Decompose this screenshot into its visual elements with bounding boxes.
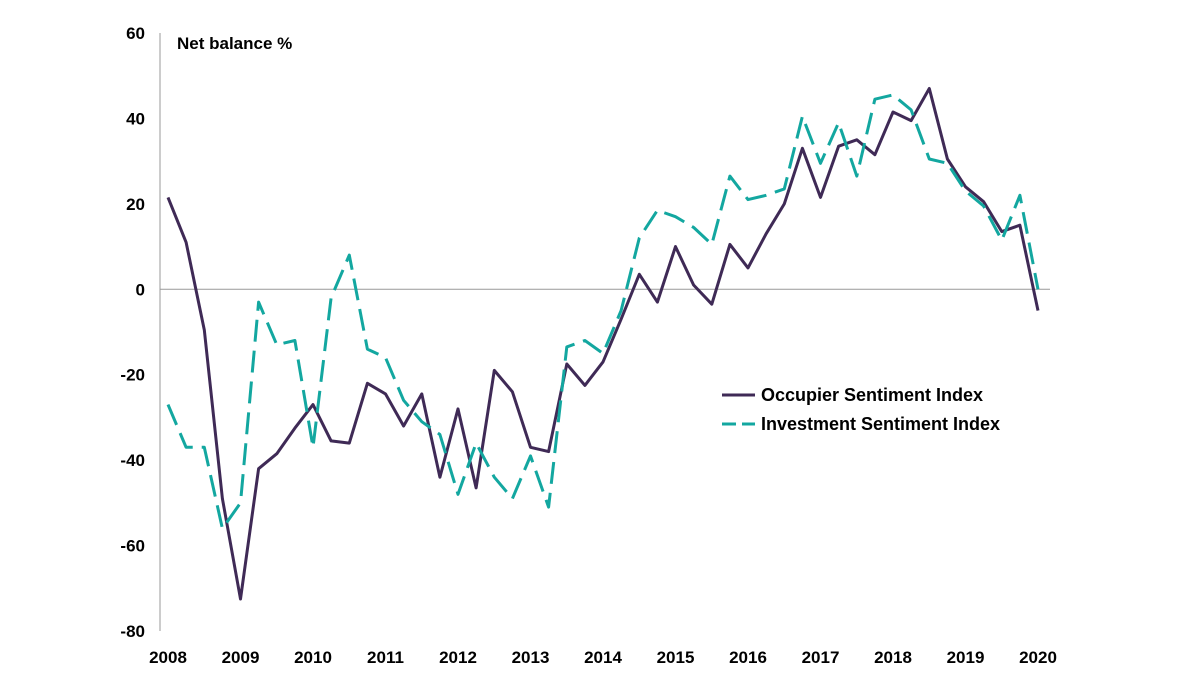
y-tick-label: 40 [126, 109, 145, 128]
x-tick-label: 2008 [149, 648, 187, 667]
y-tick-label: 20 [126, 195, 145, 214]
x-tick-label: 2015 [657, 648, 695, 667]
series-line-occupier [166, 87, 1040, 601]
x-tick-label: 2017 [802, 648, 840, 667]
y-tick-labels: 60 40 20 0 -20 -40 -60 -80 [120, 24, 145, 641]
x-tick-label: 2012 [439, 648, 477, 667]
chart-axes [159, 33, 1050, 631]
x-tick-labels: 2008 2009 2010 2011 2012 2013 2014 2015 2016 2017… [149, 648, 1057, 667]
y-tick-label: -80 [120, 622, 145, 641]
y-tick-label: -40 [120, 451, 145, 470]
x-tick-label: 2010 [294, 648, 332, 667]
x-tick-label: 2009 [222, 648, 260, 667]
x-tick-label: 2020 [1019, 648, 1057, 667]
x-tick-label: 2019 [947, 648, 985, 667]
x-tick-label: 2018 [874, 648, 912, 667]
x-tick-label: 2016 [729, 648, 767, 667]
legend-label: Investment Sentiment Index [761, 414, 1000, 434]
legend-label: Occupier Sentiment Index [761, 385, 983, 405]
series-line-investment [166, 93, 1040, 530]
series-lines [166, 87, 1040, 601]
y-axis-label: Net balance % [177, 34, 292, 53]
y-tick-label: -20 [120, 366, 145, 385]
chart-legend: Occupier Sentiment Index Investment Senti… [722, 385, 1000, 434]
y-tick-label: 60 [126, 24, 145, 43]
y-tick-label: -60 [120, 537, 145, 556]
y-tick-label: 0 [136, 280, 145, 299]
x-tick-label: 2011 [367, 648, 404, 667]
x-tick-label: 2013 [512, 648, 550, 667]
x-tick-label: 2014 [584, 648, 622, 667]
